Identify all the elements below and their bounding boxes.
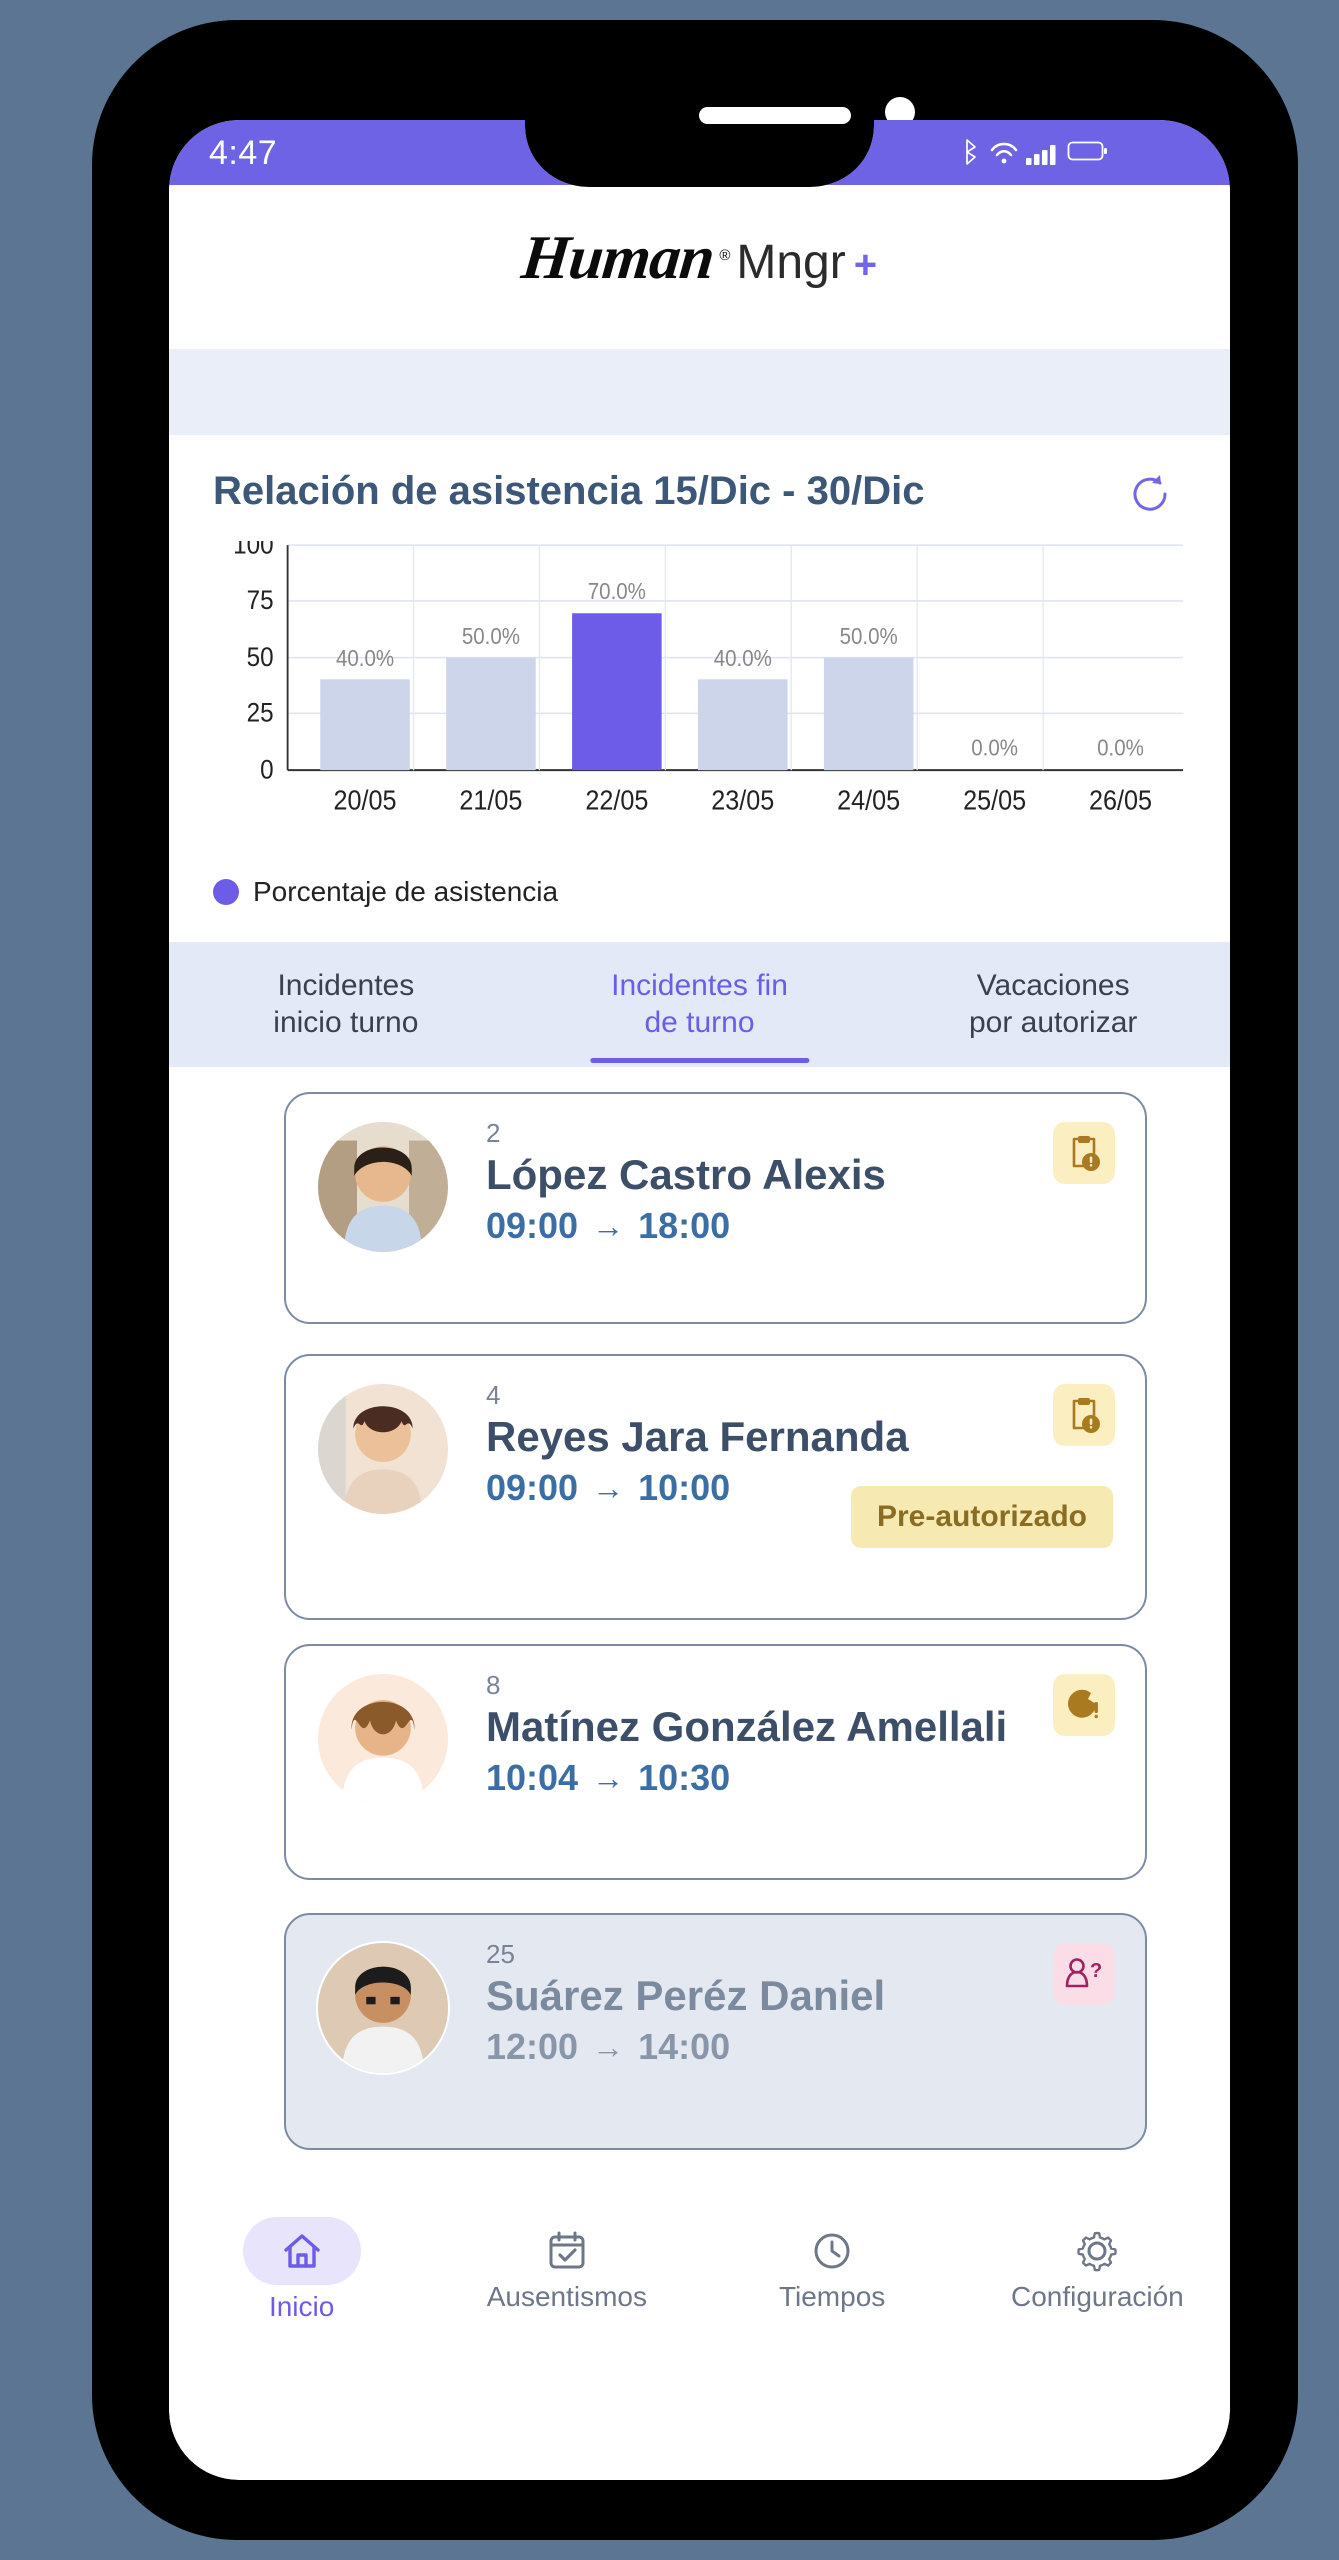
svg-text:50: 50	[247, 643, 274, 672]
svg-text:25/05: 25/05	[963, 784, 1026, 815]
svg-text:50.0%: 50.0%	[840, 623, 898, 649]
svg-text:70.0%: 70.0%	[588, 578, 646, 604]
svg-text:?: ?	[1090, 1960, 1102, 1982]
svg-text:22/05: 22/05	[585, 784, 648, 815]
svg-text:40.0%: 40.0%	[336, 645, 394, 671]
svg-text:0.0%: 0.0%	[1097, 735, 1144, 761]
svg-text:0.0%: 0.0%	[971, 735, 1018, 761]
svg-text:21/05: 21/05	[459, 784, 522, 815]
svg-text:50.0%: 50.0%	[462, 623, 520, 649]
svg-text:75: 75	[247, 586, 274, 615]
svg-text:100: 100	[233, 541, 273, 560]
svg-text:25: 25	[247, 699, 274, 728]
svg-text:0: 0	[260, 755, 273, 784]
svg-text:40.0%: 40.0%	[714, 645, 772, 671]
svg-text:26/05: 26/05	[1089, 784, 1152, 815]
svg-text:20/05: 20/05	[334, 784, 397, 815]
svg-text:24/05: 24/05	[837, 784, 900, 815]
svg-text:23/05: 23/05	[711, 784, 774, 815]
